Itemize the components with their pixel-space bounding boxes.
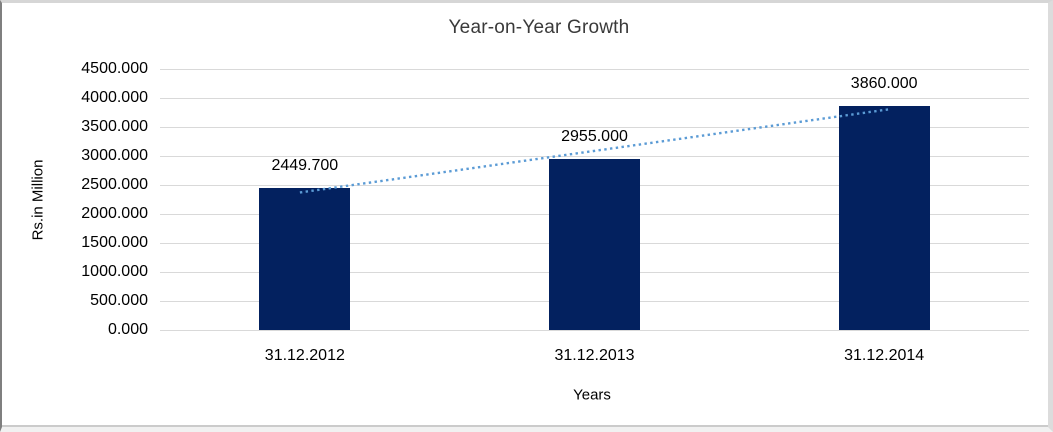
y-axis-tick-label: 3000.000 — [81, 147, 148, 164]
gridline — [160, 98, 1029, 99]
y-axis-tick-label: 2000.000 — [81, 205, 148, 222]
data-label: 3860.000 — [850, 75, 918, 93]
x-axis-title: Years — [573, 386, 611, 404]
y-axis-tick-label: 1500.000 — [81, 234, 148, 251]
y-axis-tick-label: 2500.000 — [81, 176, 148, 193]
gridline — [160, 330, 1029, 331]
data-label: 2955.000 — [561, 127, 628, 145]
bar — [549, 158, 640, 330]
y-axis-tick-label: 4500.000 — [81, 60, 148, 77]
y-axis-tick-label: 0.000 — [107, 321, 148, 338]
plot-area: 4500.000 4000.000 3500.000 3000.000 2500.000… — [2, 3, 1048, 427]
x-axis-tick-label: 31.12.2012 — [264, 347, 345, 364]
y-axis-tick-label: 3500.000 — [81, 118, 148, 135]
x-axis-tick-label: 31.12.2013 — [554, 347, 635, 364]
data-label: 2449.700 — [271, 156, 339, 174]
y-axis-tick-label: 4000.000 — [81, 89, 148, 106]
bar — [259, 187, 351, 330]
y-axis-tick-label: 1000.000 — [81, 263, 148, 280]
frame-bottom-divider — [2, 425, 1048, 427]
chart-title: Year-on-Year Growth — [448, 17, 630, 38]
gridline — [160, 69, 1029, 70]
bar — [838, 106, 930, 330]
x-axis-tick-label: 31.12.2014 — [844, 347, 925, 364]
y-axis-tick-label: 500.000 — [90, 292, 148, 309]
